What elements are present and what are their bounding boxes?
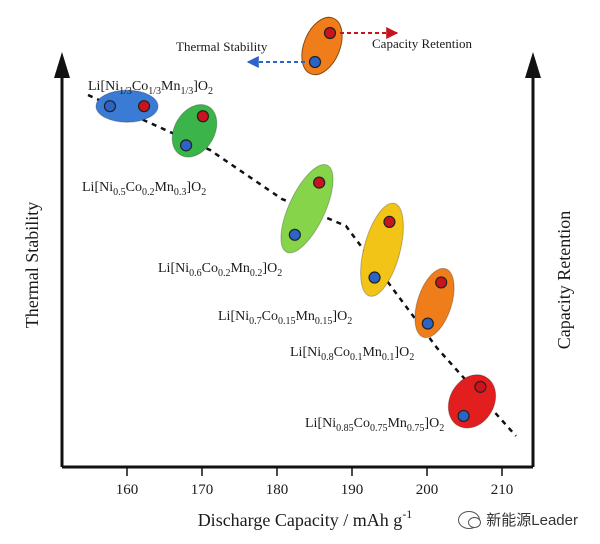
retention-point [435, 276, 448, 289]
trend-line [87, 93, 517, 437]
material-label: Li[Ni0.5​Co0.2​Mn0.3​]O2​ [82, 180, 206, 198]
wechat-icon [458, 510, 482, 529]
thermal-point [421, 317, 434, 330]
material-label: Li[Ni1/3​Co1/3​Mn1/3​]O2​ [88, 79, 213, 97]
thermal-point [180, 139, 193, 152]
x-tick-label: 170 [191, 482, 214, 498]
material-label: Li[Ni0.85​Co0.75​Mn0.75​]O2​ [305, 416, 444, 434]
retention-point [383, 215, 396, 228]
right-y-axis-arrow [525, 52, 541, 78]
watermark-text: 新能源Leader [486, 512, 578, 529]
x-ticks: 160 170 180 190 200 210 [116, 467, 514, 498]
thermal-point [288, 228, 301, 241]
thermal-point [103, 100, 117, 113]
legend-retention-dot [323, 26, 337, 40]
left-y-axis-arrow [54, 52, 70, 78]
material-ellipse [414, 267, 455, 339]
retention-point [474, 380, 487, 393]
material-ellipse [447, 374, 497, 429]
retention-point [196, 110, 209, 123]
material-labels: Li[Ni1/3​Co1/3​Mn1/3​]O2​ Li[Ni0.5​Co0.2​… [82, 79, 444, 434]
x-tick-label: 190 [341, 482, 364, 498]
material-ellipse [95, 89, 159, 123]
x-tick-label: 210 [491, 482, 514, 498]
legend-marker [301, 16, 343, 76]
legend: Thermal Stability Capacity Retention [176, 16, 473, 76]
material-label: Li[Ni0.8​Co0.1​Mn0.1​]O2​ [290, 345, 414, 363]
retention-point [137, 100, 151, 113]
material-label: Li[Ni0.7​Co0.15​Mn0.15​]O2​ [218, 309, 352, 327]
thermal-point [457, 409, 470, 423]
right-y-axis-title: Capacity Retention [554, 211, 574, 349]
watermark: 新能源Leader [458, 509, 578, 530]
legend-retention-text: Capacity Retention [372, 36, 473, 51]
x-tick-label: 160 [116, 482, 139, 498]
retention-point [313, 176, 326, 189]
data-points [95, 89, 497, 429]
x-tick-label: 180 [266, 482, 289, 498]
left-y-axis-title: Thermal Stability [22, 202, 42, 328]
thermal-point [368, 271, 381, 284]
material-label: Li[Ni0.6​Co0.2​Mn0.2​]O2 [158, 261, 282, 279]
legend-thermal-dot [308, 55, 322, 69]
material-ellipse [280, 164, 334, 254]
material-ellipse [360, 202, 404, 297]
x-tick-label: 200 [416, 482, 439, 498]
legend-thermal-text: Thermal Stability [176, 39, 268, 54]
x-axis-title: Discharge Capacity / mAh g-1 [198, 507, 413, 530]
